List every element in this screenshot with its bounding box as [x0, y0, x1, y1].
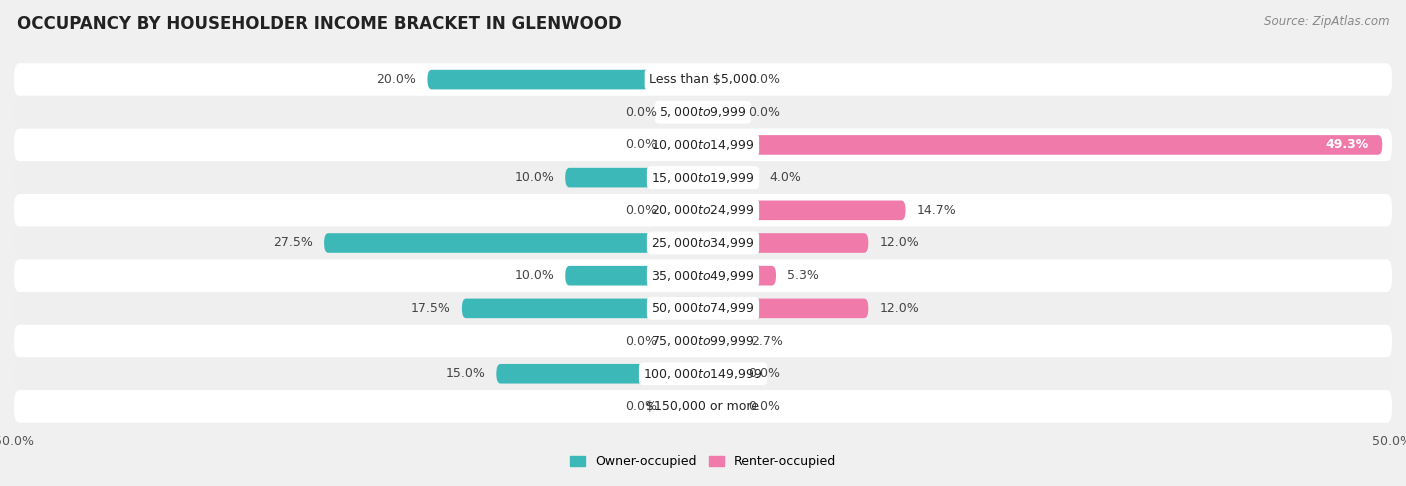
FancyBboxPatch shape [703, 331, 740, 351]
FancyBboxPatch shape [703, 70, 738, 89]
Text: 4.0%: 4.0% [769, 171, 801, 184]
Text: 0.0%: 0.0% [748, 106, 780, 119]
Text: 15.0%: 15.0% [446, 367, 485, 380]
FancyBboxPatch shape [14, 96, 1392, 129]
Text: Source: ZipAtlas.com: Source: ZipAtlas.com [1264, 15, 1389, 28]
FancyBboxPatch shape [565, 266, 703, 285]
FancyBboxPatch shape [703, 168, 758, 188]
Text: 0.0%: 0.0% [748, 367, 780, 380]
Text: $10,000 to $14,999: $10,000 to $14,999 [651, 138, 755, 152]
FancyBboxPatch shape [669, 397, 703, 416]
Text: 12.0%: 12.0% [879, 302, 920, 315]
FancyBboxPatch shape [669, 135, 703, 155]
FancyBboxPatch shape [496, 364, 703, 383]
FancyBboxPatch shape [14, 63, 1392, 96]
Text: $150,000 or more: $150,000 or more [647, 400, 759, 413]
FancyBboxPatch shape [14, 357, 1392, 390]
FancyBboxPatch shape [703, 397, 738, 416]
FancyBboxPatch shape [427, 70, 703, 89]
Text: 49.3%: 49.3% [1326, 139, 1368, 152]
FancyBboxPatch shape [669, 103, 703, 122]
Text: $5,000 to $9,999: $5,000 to $9,999 [659, 105, 747, 119]
Text: 5.3%: 5.3% [787, 269, 818, 282]
Text: $100,000 to $149,999: $100,000 to $149,999 [644, 367, 762, 381]
Text: 27.5%: 27.5% [273, 237, 314, 249]
Text: $50,000 to $74,999: $50,000 to $74,999 [651, 301, 755, 315]
FancyBboxPatch shape [14, 260, 1392, 292]
Text: 2.7%: 2.7% [751, 334, 783, 347]
Text: $25,000 to $34,999: $25,000 to $34,999 [651, 236, 755, 250]
FancyBboxPatch shape [703, 266, 776, 285]
Text: OCCUPANCY BY HOUSEHOLDER INCOME BRACKET IN GLENWOOD: OCCUPANCY BY HOUSEHOLDER INCOME BRACKET … [17, 15, 621, 33]
FancyBboxPatch shape [565, 168, 703, 188]
FancyBboxPatch shape [669, 201, 703, 220]
Text: 20.0%: 20.0% [377, 73, 416, 86]
FancyBboxPatch shape [323, 233, 703, 253]
FancyBboxPatch shape [14, 325, 1392, 357]
Legend: Owner-occupied, Renter-occupied: Owner-occupied, Renter-occupied [565, 450, 841, 473]
FancyBboxPatch shape [703, 233, 869, 253]
Text: $15,000 to $19,999: $15,000 to $19,999 [651, 171, 755, 185]
Text: 0.0%: 0.0% [748, 73, 780, 86]
Text: $20,000 to $24,999: $20,000 to $24,999 [651, 203, 755, 217]
FancyBboxPatch shape [14, 292, 1392, 325]
Text: $75,000 to $99,999: $75,000 to $99,999 [651, 334, 755, 348]
Text: 0.0%: 0.0% [626, 106, 658, 119]
FancyBboxPatch shape [461, 298, 703, 318]
FancyBboxPatch shape [703, 364, 738, 383]
FancyBboxPatch shape [14, 390, 1392, 423]
Text: 10.0%: 10.0% [515, 269, 554, 282]
FancyBboxPatch shape [703, 201, 905, 220]
Text: $35,000 to $49,999: $35,000 to $49,999 [651, 269, 755, 283]
FancyBboxPatch shape [703, 298, 869, 318]
Text: 10.0%: 10.0% [515, 171, 554, 184]
Text: 0.0%: 0.0% [626, 400, 658, 413]
Text: 14.7%: 14.7% [917, 204, 956, 217]
FancyBboxPatch shape [703, 103, 738, 122]
Text: Less than $5,000: Less than $5,000 [650, 73, 756, 86]
FancyBboxPatch shape [14, 129, 1392, 161]
Text: 0.0%: 0.0% [626, 204, 658, 217]
Text: 0.0%: 0.0% [626, 334, 658, 347]
Text: 0.0%: 0.0% [748, 400, 780, 413]
Text: 12.0%: 12.0% [879, 237, 920, 249]
FancyBboxPatch shape [703, 135, 1382, 155]
FancyBboxPatch shape [14, 161, 1392, 194]
FancyBboxPatch shape [14, 226, 1392, 260]
FancyBboxPatch shape [669, 331, 703, 351]
FancyBboxPatch shape [14, 194, 1392, 226]
Text: 0.0%: 0.0% [626, 139, 658, 152]
Text: 17.5%: 17.5% [411, 302, 451, 315]
